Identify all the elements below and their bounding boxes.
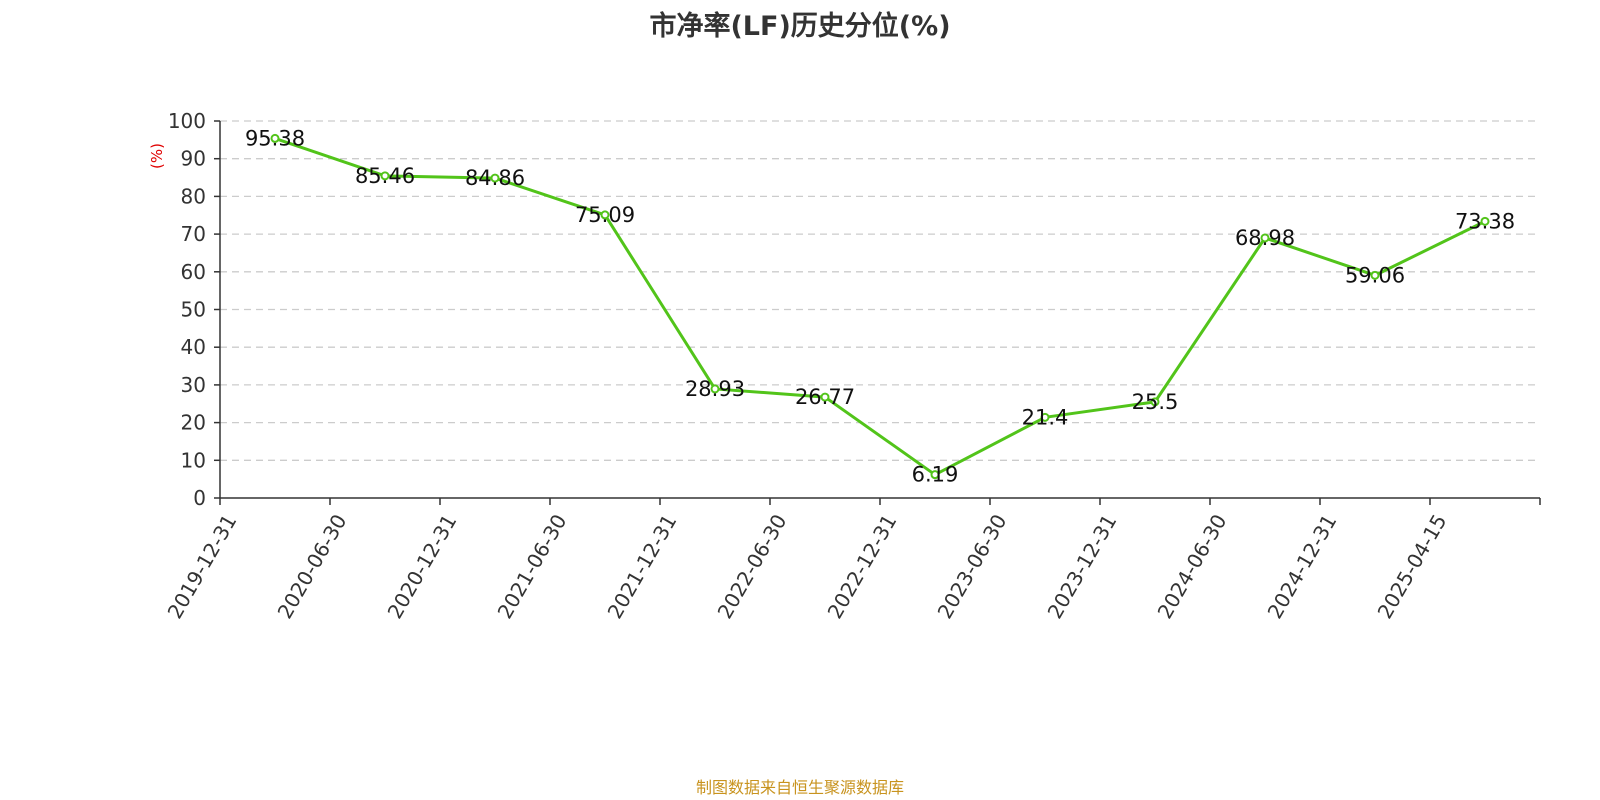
x-tick-label: 2021-06-30	[493, 510, 572, 623]
x-tick-label: 2025-04-15	[1373, 510, 1452, 623]
data-label: 26.77	[795, 385, 855, 409]
data-label: 25.5	[1132, 390, 1179, 414]
y-tick-label: 100	[168, 109, 206, 133]
grid-lines	[220, 120, 1540, 461]
y-tick-label: 90	[181, 147, 206, 171]
data-point	[1370, 270, 1380, 280]
data-point	[930, 470, 940, 480]
x-tick-label: 2020-12-31	[383, 510, 462, 623]
y-tick-label: 20	[181, 411, 206, 435]
y-tick-label: 10	[181, 448, 206, 472]
data-point	[600, 210, 610, 220]
data-label: 6.19	[912, 463, 959, 487]
x-tick-label: 2021-12-31	[603, 510, 682, 623]
data-label: 85.46	[355, 164, 415, 188]
chart-title: 市净率(LF)历史分位(%)	[649, 11, 951, 42]
x-tick-label: 2020-06-30	[273, 510, 352, 623]
x-tick-label: 2022-06-30	[713, 510, 792, 623]
y-tick-label: 70	[181, 222, 206, 246]
data-label: 73.38	[1455, 209, 1515, 233]
y-tick-label: 0	[193, 486, 206, 510]
data-point	[1260, 233, 1270, 243]
x-tick-label: 2023-12-31	[1043, 510, 1122, 623]
data-point	[1150, 397, 1160, 407]
x-tick-label: 2024-12-31	[1263, 510, 1342, 623]
x-tick-label: 2023-06-30	[933, 510, 1012, 623]
data-point	[1480, 216, 1490, 226]
data-source-note: 制图数据来自恒生聚源数据库	[695, 778, 904, 797]
data-label: 21.4	[1022, 405, 1069, 429]
data-label: 59.06	[1345, 263, 1405, 287]
y-axis-unit-label: (%)	[148, 143, 166, 169]
data-point	[1040, 412, 1050, 422]
data-labels: 95.38 85.46 84.86 75.09 28.93 26.77 6.19 21.4 25…	[245, 126, 1515, 486]
x-tick-label: 2022-12-31	[823, 510, 902, 623]
y-tick-label: 50	[181, 298, 206, 322]
data-point	[380, 171, 390, 181]
x-tick-label: 2024-06-30	[1153, 510, 1232, 623]
data-label: 28.93	[685, 377, 745, 401]
data-label: 75.09	[575, 203, 635, 227]
series-line	[274, 136, 1486, 477]
data-label: 95.38	[245, 126, 305, 150]
data-point	[710, 384, 720, 394]
data-point	[490, 173, 500, 183]
y-tick-label: 40	[181, 335, 206, 359]
data-label: 68.98	[1235, 226, 1295, 250]
x-tick-label: 2019-12-31	[163, 510, 242, 623]
y-tick-label: 30	[181, 373, 206, 397]
data-point	[820, 392, 830, 402]
data-point	[270, 133, 280, 143]
series-line-layer	[270, 133, 1490, 480]
data-label: 84.86	[465, 166, 525, 190]
y-tick-label: 60	[181, 260, 206, 284]
y-tick-label: 80	[181, 184, 206, 208]
